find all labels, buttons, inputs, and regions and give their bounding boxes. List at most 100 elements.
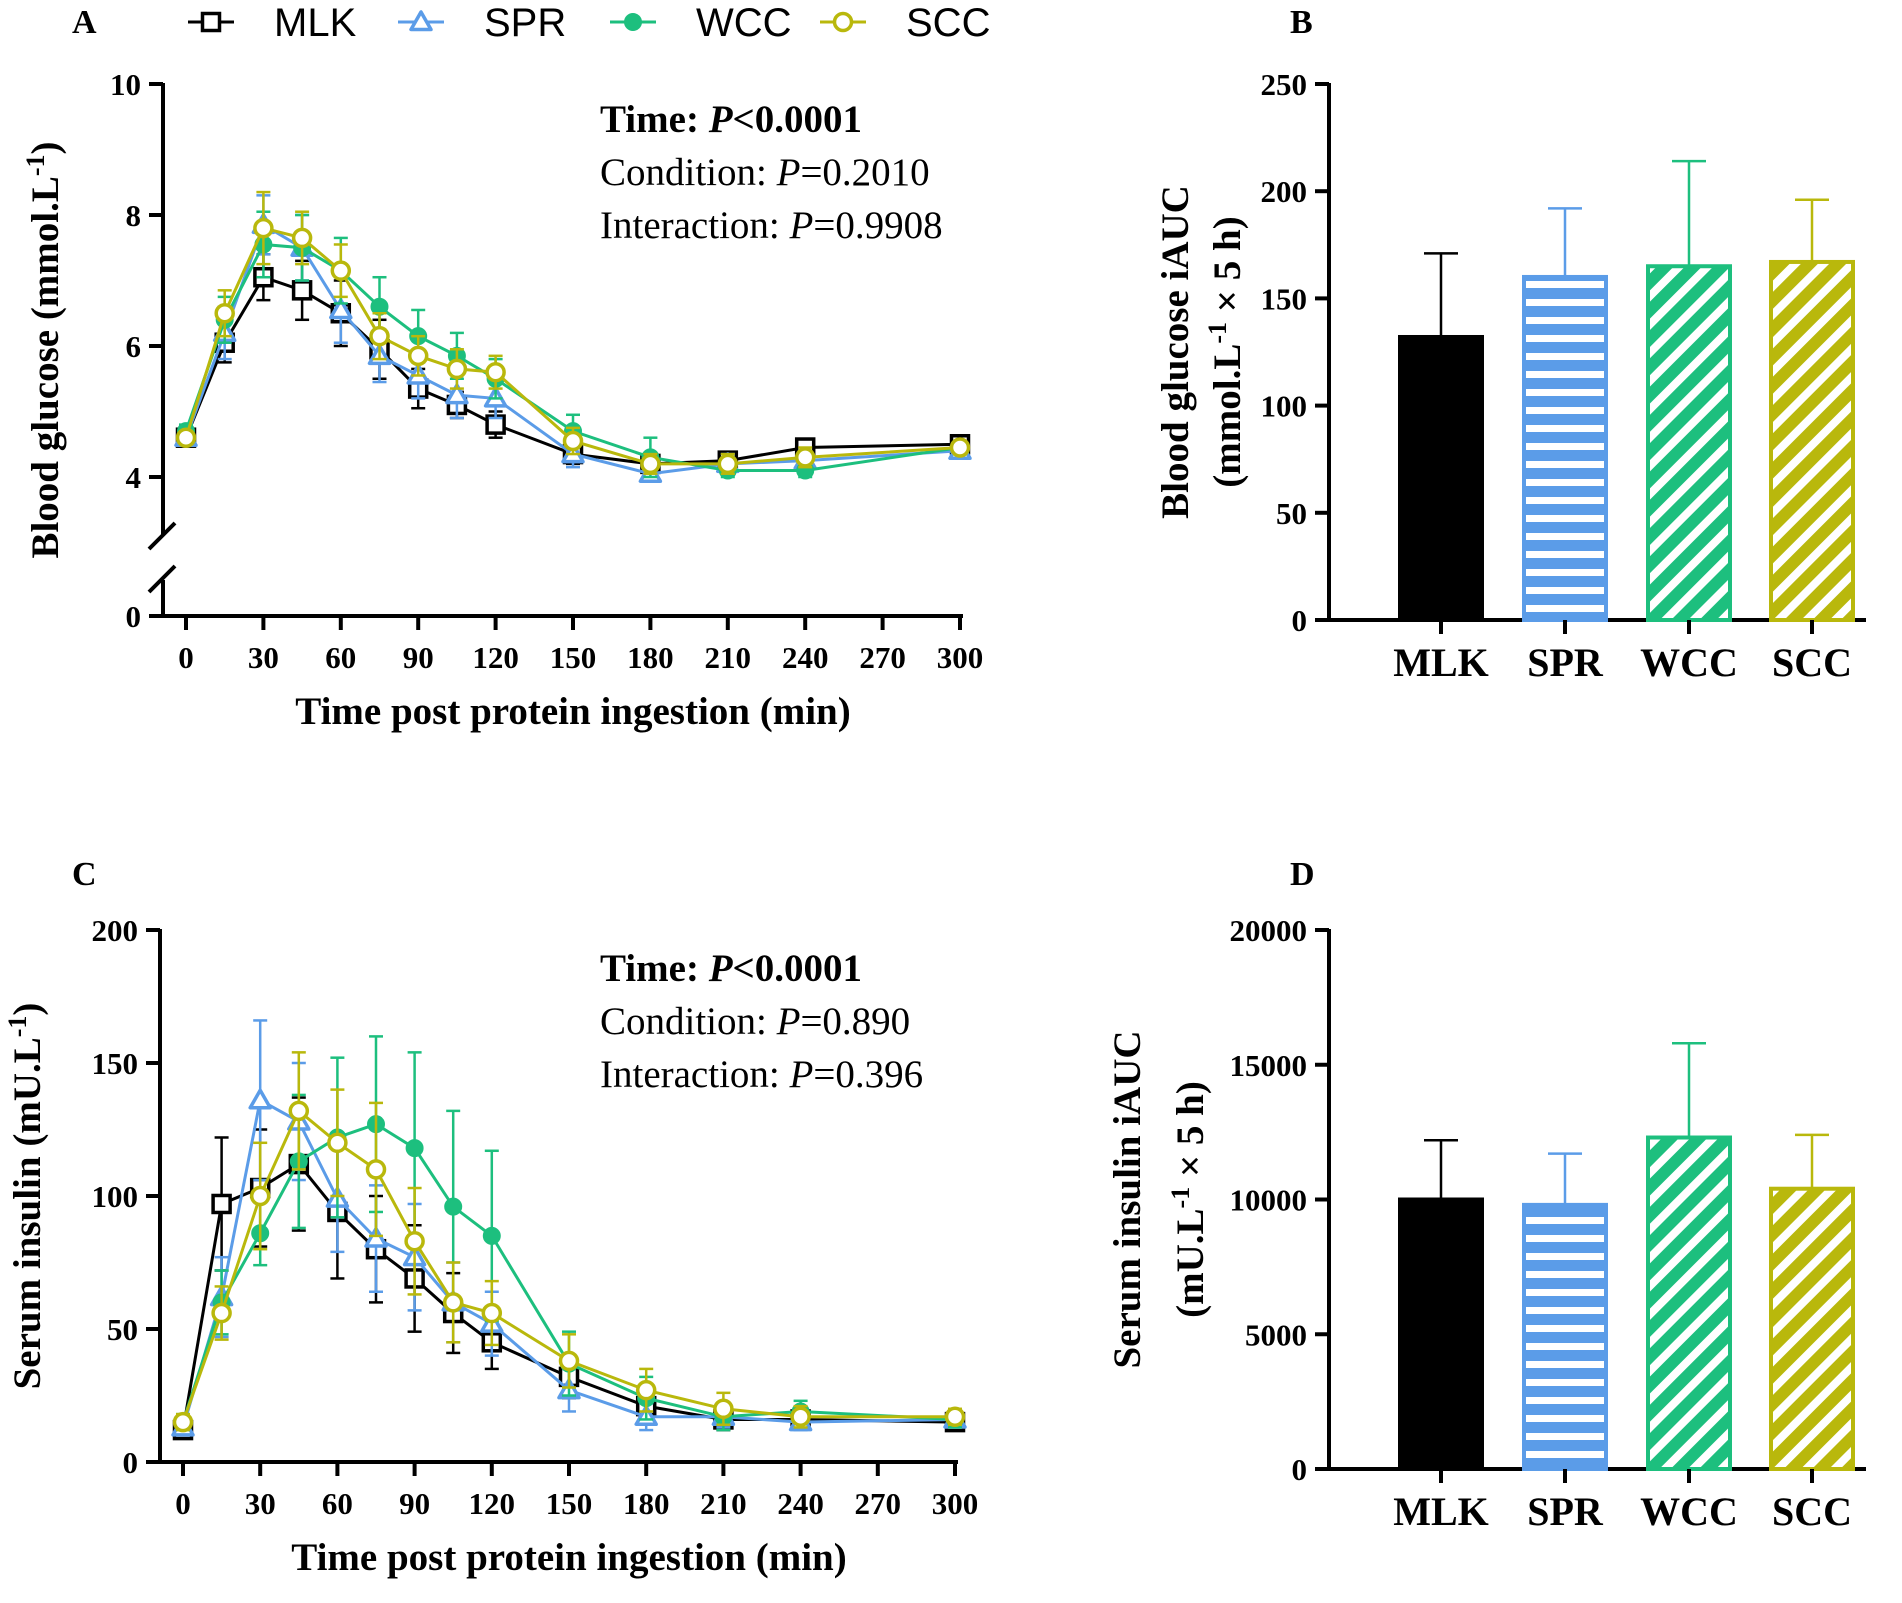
bar-spr	[1522, 274, 1608, 622]
x-tick-label: 150	[550, 640, 597, 675]
x-tick-label: 30	[245, 1486, 276, 1521]
data-point-scc	[944, 1406, 966, 1428]
legend: MLK SPR WCC SCC	[188, 1, 990, 45]
data-point-mlk	[211, 1193, 232, 1215]
x-tick-label: 300	[932, 1486, 979, 1521]
axes: 0 4 6 8 10 0 30 60 90 120 150 180 210 240 270 300	[110, 67, 983, 675]
x-tick-label: MLK	[1393, 1489, 1489, 1534]
x-tick-label: 90	[403, 640, 434, 675]
panel-b-blood-glucose-iauc-bar-chart: B 0 50 100 150 200 250 MLK SPR WCC SCC Blood gluco…	[1154, 4, 1866, 685]
x-tick-label: SPR	[1527, 1489, 1604, 1534]
x-tick-label: SCC	[1772, 1489, 1852, 1534]
data-point-scc	[253, 217, 274, 239]
y-tick-label: 10	[110, 67, 141, 102]
data-point-scc	[442, 1292, 464, 1313]
x-tick-label: 300	[937, 640, 984, 675]
x-axis-title: Time post protein ingestion (min)	[295, 690, 850, 733]
x-tick-label: 210	[700, 1486, 747, 1521]
series-line-wcc	[181, 1122, 956, 1423]
y-axis-title-line1: Serum insulin iAUC	[1106, 1030, 1149, 1368]
legend-marker-wcc	[624, 13, 642, 31]
y-axis-title-line2: (mU.L-1 × 5 h)	[1166, 1081, 1212, 1318]
bar-mlk	[1398, 334, 1484, 622]
stat-interaction: Interaction: P=0.396	[600, 1053, 923, 1096]
x-tick-label: 150	[546, 1486, 593, 1521]
x-tick-label: 90	[399, 1486, 430, 1521]
y-tick-label: 0	[1292, 603, 1308, 638]
legend-item-spr: SPR	[398, 1, 566, 45]
data-point-scc	[446, 358, 468, 380]
legend-item-mlk: MLK	[188, 1, 357, 45]
y-tick-label: 10000	[1230, 1183, 1308, 1218]
legend-item-scc: SCC	[820, 1, 990, 45]
legend-label: SCC	[906, 1, 990, 45]
data-point-scc	[794, 447, 816, 468]
x-tick-label: 120	[472, 640, 519, 675]
legend-marker-scc	[832, 11, 854, 33]
legend-label: WCC	[696, 1, 792, 45]
legend-marker-mlk	[200, 11, 222, 33]
data-point-scc	[949, 437, 971, 458]
axis-break-mark	[147, 564, 177, 594]
data-point-spr	[364, 1226, 388, 1248]
x-tick-label: 180	[627, 640, 674, 675]
x-tick-label: 240	[777, 1486, 824, 1521]
data-point-scc	[288, 1100, 310, 1122]
data-point-mlk	[291, 280, 313, 301]
data-point-scc	[175, 427, 197, 448]
data-point-wcc	[482, 1226, 501, 1245]
panel-a-label: A	[72, 4, 97, 41]
data-point-scc	[172, 1411, 194, 1433]
x-tick-label: 210	[705, 640, 752, 675]
data-point-scc	[713, 1398, 734, 1420]
y-tick-label: 150	[1261, 281, 1308, 316]
data-point-scc	[640, 453, 661, 475]
y-tick-label: 8	[126, 198, 142, 233]
panel-a-blood-glucose-line-chart: A 0 4 6 8 10 0 30 60 90 120 150 180 210 240 270 300 Time…	[21, 4, 983, 733]
panel-d-serum-insulin-iauc-bar-chart: D 0 5000 10000 15000 20000 MLK SPR WCC SCC Serum …	[1106, 856, 1866, 1534]
x-tick-label: MLK	[1393, 640, 1489, 685]
x-tick-label: 180	[623, 1486, 670, 1521]
data-point-scc	[562, 430, 584, 452]
x-tick-label: SPR	[1527, 640, 1604, 685]
x-tick-label: WCC	[1640, 640, 1738, 685]
y-axis-title: Serum insulin (mU.L-1)	[3, 1003, 49, 1390]
x-tick-label: 240	[782, 640, 829, 675]
data-point-scc	[211, 1302, 232, 1324]
x-tick-label: 60	[322, 1486, 353, 1521]
x-tick-label: 0	[178, 640, 194, 675]
x-axis-title: Time post protein ingestion (min)	[291, 1536, 846, 1579]
x-tick-label: SCC	[1772, 640, 1852, 685]
y-axis-title-line2: (mmol.L-1 × 5 h)	[1203, 216, 1249, 487]
data-point-scc	[214, 303, 235, 324]
x-tick-label: WCC	[1640, 1489, 1738, 1534]
data-point-scc	[330, 260, 352, 281]
data-point-scc	[790, 1406, 811, 1428]
axes: 0 50 100 150 200 250	[1261, 67, 1866, 638]
data-point-scc	[369, 325, 390, 347]
data-point-scc	[717, 453, 739, 475]
legend-label: MLK	[274, 1, 357, 45]
data-point-scc	[407, 345, 429, 367]
x-tick-label: 270	[855, 1486, 902, 1521]
y-tick-label: 0	[123, 1445, 139, 1480]
bar-scc	[1769, 1186, 1855, 1471]
y-tick-label: 0	[126, 599, 142, 634]
panel-c-label: C	[72, 856, 97, 893]
series-scc	[175, 190, 971, 475]
bar-spr	[1522, 1202, 1608, 1471]
y-axis-title-line1: Blood glucose iAUC	[1154, 185, 1197, 519]
data-point-spr	[248, 1088, 272, 1110]
stat-time: Time: P<0.0001	[600, 98, 862, 141]
data-point-spr	[329, 298, 353, 320]
y-tick-label: 4	[126, 460, 142, 495]
data-point-scc	[249, 1185, 271, 1207]
y-tick-label: 100	[92, 1179, 139, 1214]
legend-item-wcc: WCC	[610, 1, 792, 45]
data-point-wcc	[405, 1139, 424, 1158]
x-tick-label: 0	[175, 1486, 191, 1521]
bar-wcc	[1646, 264, 1732, 622]
data-point-scc	[291, 227, 313, 249]
y-tick-label: 50	[1276, 496, 1307, 531]
